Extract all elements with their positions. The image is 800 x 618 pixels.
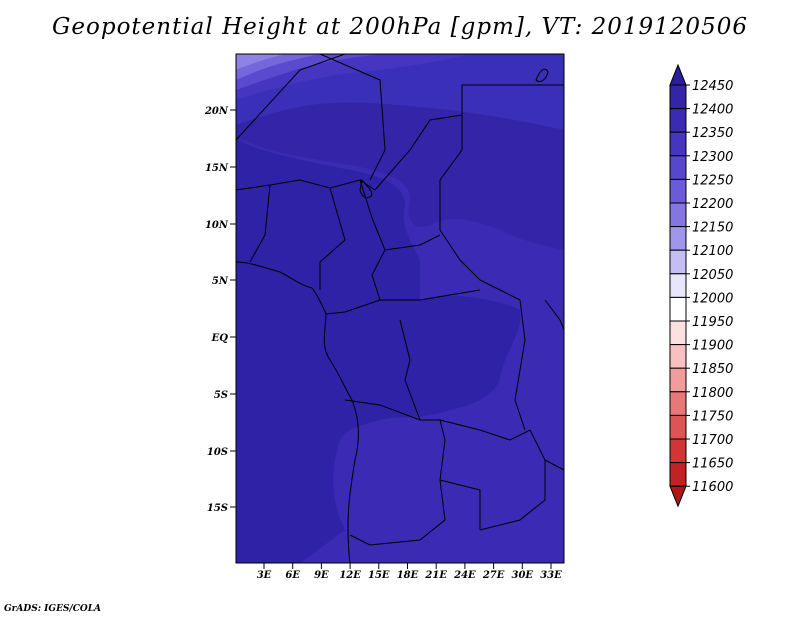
- country-borders: [236, 54, 564, 563]
- colorbar-segment: [669, 367, 687, 393]
- colorbar-label: 11950: [692, 315, 733, 330]
- colorbar-label: 11650: [692, 457, 733, 472]
- footer-credit: GrADS: IGES/COLA: [4, 604, 102, 614]
- lon-tick-label: 33E: [540, 570, 562, 581]
- lon-tick-label: 21E: [424, 570, 447, 581]
- colorbar-label: 11800: [692, 386, 733, 401]
- colorbar-label: 11700: [692, 433, 733, 448]
- lon-tick-label: 18E: [397, 570, 419, 581]
- colorbar-label: 11850: [692, 362, 733, 377]
- field-band-12150: [236, 54, 285, 70]
- colorbar-segment: [669, 462, 687, 487]
- colorbar-segment: [669, 226, 687, 251]
- colorbar-label: 12150: [692, 221, 733, 236]
- colorbar-segment: [669, 178, 687, 204]
- lon-tick-label: 12E: [339, 570, 361, 581]
- colorbar-segment: [669, 202, 687, 228]
- colorbar-segment: [669, 320, 687, 346]
- lon-tick-label: 24E: [453, 570, 476, 581]
- colorbar-segment: [669, 438, 687, 464]
- lon-tick-label: 27E: [482, 570, 505, 581]
- lon-tick-label: 30E: [512, 570, 534, 581]
- colorbar: 12450 12400 12350 12300 12250 12200 12150 12100…: [669, 63, 733, 508]
- colorbar-label: 12400: [692, 103, 733, 118]
- colorbar-segment: [669, 296, 687, 322]
- lon-tick-label: 9E: [314, 570, 329, 581]
- field-band-12350-south: [236, 138, 521, 563]
- lat-tick-label: 15S: [207, 503, 228, 514]
- colorbar-label: 12000: [692, 291, 733, 306]
- map-frame: [235, 53, 565, 564]
- colorbar-segment: [669, 249, 687, 275]
- colorbar-label: 11750: [692, 409, 733, 424]
- latitude-axis: 20N 15N 10N 5N EQ 5S 10S 15S: [204, 106, 236, 514]
- colorbar-label: 12050: [692, 268, 733, 283]
- colorbar-label: 11600: [692, 480, 733, 495]
- colorbar-label: 12350: [692, 126, 733, 141]
- lat-tick-label: 5N: [212, 276, 229, 287]
- lon-tick-label: 15E: [368, 570, 390, 581]
- colorbar-label: 12250: [692, 173, 733, 188]
- colorbar-segment: [669, 84, 687, 110]
- colorbar-segment: [669, 155, 687, 180]
- colorbar-label: 12100: [692, 244, 733, 259]
- lat-tick-label: 10S: [207, 447, 228, 458]
- lon-tick-label: 6E: [285, 570, 300, 581]
- lat-tick-label: 10N: [205, 220, 229, 231]
- longitude-axis: 3E 6E 9E 12E 15E 18E 21E 24E 27E 30E 33E: [257, 563, 562, 581]
- colorbar-segment: [669, 414, 687, 440]
- colorbar-segment: [669, 273, 687, 298]
- colorbar-segment: [669, 131, 687, 157]
- lat-tick-label: EQ: [211, 333, 229, 344]
- colorbar-segment: [669, 391, 687, 416]
- lat-tick-label: 5S: [214, 390, 228, 401]
- colorbar-label: 12450: [692, 79, 733, 94]
- lon-tick-label: 3E: [257, 570, 272, 581]
- colorbar-segment: [669, 108, 687, 133]
- colorbar-top-arrow: [669, 63, 687, 86]
- colorbar-label: 12200: [692, 197, 733, 212]
- colorbar-label: 12300: [692, 150, 733, 165]
- height-field: [236, 54, 564, 563]
- chart-title: Geopotential Height at 200hPa [gpm], VT:…: [52, 14, 748, 40]
- colorbar-label: 11900: [692, 339, 733, 354]
- lat-tick-label: 15N: [205, 163, 229, 174]
- lat-tick-label: 20N: [204, 106, 229, 117]
- colorbar-segment: [669, 344, 687, 369]
- colorbar-bottom-arrow: [669, 485, 687, 508]
